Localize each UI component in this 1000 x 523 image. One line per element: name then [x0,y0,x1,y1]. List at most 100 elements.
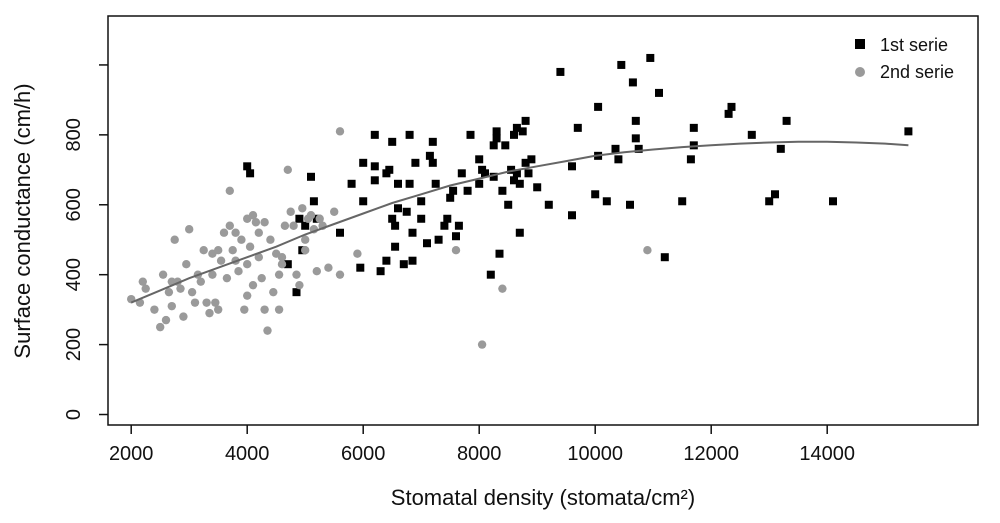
point-2nd-serie [222,273,232,283]
point-2nd-serie [245,242,255,251]
point-1st-serie [411,158,420,167]
point-1st-serie [678,197,687,206]
point-2nd-serie [295,280,304,290]
y-tick-label: 200 [63,328,85,361]
legend-marker-1st-serie [855,39,865,49]
point-1st-serie [336,228,344,237]
point-1st-serie [457,169,466,178]
point-1st-serie [394,204,402,213]
point-1st-serie [428,158,437,167]
point-1st-serie [391,221,400,230]
point-2nd-serie [248,280,258,290]
point-1st-serie [481,169,489,178]
point-1st-serie [475,179,484,188]
x-tick-label: 2000 [109,443,154,465]
point-1st-serie [423,239,431,248]
point-1st-serie [617,60,626,69]
point-1st-serie [510,130,518,139]
point-1st-serie [356,263,365,272]
y-tick-label: 0 [63,409,85,420]
x-tick-label: 12000 [683,443,739,465]
point-1st-serie [611,144,620,153]
point-1st-serie [399,260,408,269]
point-2nd-serie [498,284,507,293]
legend: 1st serie 2nd serie [855,35,954,82]
point-2nd-serie [219,228,229,237]
point-1st-serie [359,197,368,206]
point-2nd-serie [237,235,246,244]
point-2nd-serie [257,273,266,283]
point-1st-serie [489,141,498,150]
point-2nd-serie [277,253,287,262]
point-2nd-serie [158,270,168,279]
point-2nd-serie [451,246,461,255]
point-2nd-serie [208,270,217,279]
point-1st-serie [631,134,640,143]
point-1st-serie [495,249,504,258]
point-1st-serie [498,186,507,195]
point-1st-serie [556,67,565,76]
y-tick-label: 400 [63,258,85,291]
y-axis-title: Surface conductance (cm/h) [10,83,35,358]
point-1st-serie [454,221,463,230]
x-tick-label: 4000 [225,443,270,465]
x-axis: 2000 4000 6000 8000 10000 12000 14000 [109,425,855,465]
point-1st-serie [602,197,611,206]
point-2nd-serie [315,214,324,223]
point-2nd-serie [251,218,261,227]
point-1st-serie [765,197,774,206]
point-2nd-serie [190,298,200,307]
point-1st-serie [295,214,304,223]
legend-label-1st-serie: 1st serie [880,35,948,55]
point-2nd-serie [274,270,284,279]
plot-frame [107,15,979,426]
point-1st-serie [246,169,255,178]
point-1st-serie [443,214,452,223]
point-1st-serie [501,141,510,150]
point-1st-serie [347,179,356,188]
point-2nd-serie [301,246,310,255]
point-1st-serie [431,179,440,188]
point-2nd-serie [643,246,652,255]
point-2nd-serie [225,221,234,230]
point-1st-serie [515,179,524,188]
point-1st-serie [492,127,501,136]
x-tick-label: 8000 [457,443,502,465]
point-1st-serie [408,256,417,265]
point-1st-serie [301,221,310,230]
point-1st-serie [405,179,414,188]
point-1st-serie [402,207,411,216]
point-1st-serie [631,116,640,125]
point-2nd-serie [280,221,290,230]
point-1st-serie [309,197,318,206]
point-1st-serie [243,162,252,171]
point-1st-serie [486,270,495,279]
x-tick-label: 10000 [567,443,623,465]
point-2nd-serie [179,312,188,321]
point-1st-serie [408,228,417,237]
point-2nd-serie [274,305,284,314]
x-axis-title: Stomatal density (stomata/cm²) [391,485,695,510]
point-1st-serie [771,190,779,199]
point-1st-serie [614,155,623,164]
point-1st-serie [533,183,542,192]
point-1st-serie [634,144,643,153]
point-1st-serie [446,193,455,202]
point-2nd-serie [335,270,345,279]
point-2nd-serie [141,284,150,293]
point-1st-serie [489,172,498,181]
point-1st-serie [428,137,437,146]
point-1st-serie [689,141,698,150]
point-2nd-serie [260,218,269,227]
point-1st-serie [507,165,516,174]
point-2nd-serie [263,326,272,335]
point-1st-serie [376,267,385,276]
point-1st-serie [370,162,379,171]
point-2nd-serie [289,221,298,230]
point-1st-serie [829,197,837,206]
point-1st-serie [521,158,530,167]
point-1st-serie [724,109,733,118]
point-2nd-serie [286,207,295,216]
point-2nd-serie [477,340,487,349]
point-2nd-serie [138,277,147,286]
